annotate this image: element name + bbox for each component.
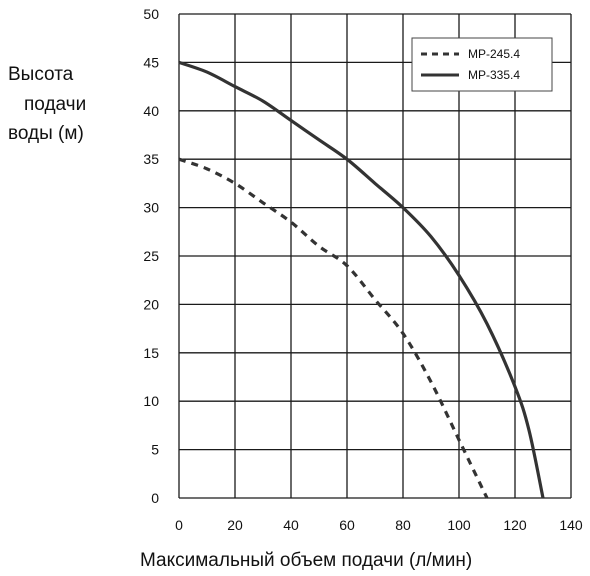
- x-tick-label: 80: [395, 517, 411, 533]
- y-tick-label: 30: [143, 200, 159, 216]
- x-tick-label: 140: [559, 517, 583, 533]
- x-tick-label: 100: [447, 517, 471, 533]
- grid: [178, 13, 572, 499]
- x-tick-label: 0: [175, 517, 183, 533]
- y-tick-label: 35: [143, 151, 159, 167]
- series-line-mp-335-4: [178, 60, 545, 499]
- x-tick-label: 40: [283, 517, 299, 533]
- series-layer: [178, 60, 545, 499]
- series-line-mp-245-4: [178, 157, 489, 499]
- y-tick-label: 45: [143, 54, 159, 70]
- y-tick-label: 25: [143, 248, 159, 264]
- y-tick-label: 10: [143, 393, 159, 409]
- x-tick-label: 60: [339, 517, 355, 533]
- y-axis-label: Высота подачи воды (м): [8, 64, 86, 144]
- y-axis-label-line: Высота: [8, 64, 74, 85]
- legend-box: [411, 37, 553, 92]
- x-axis-label: Максимальный объем подачи (л/мин): [140, 550, 472, 571]
- legend: MP-245.4 MP-335.4: [411, 37, 553, 92]
- y-tick-label: 15: [143, 345, 159, 361]
- y-tick-label: 50: [143, 6, 159, 22]
- y-axis-label-line: воды (м): [8, 123, 84, 144]
- legend-label-mp-245-4: MP-245.4: [468, 47, 520, 61]
- y-tick-label: 20: [143, 296, 159, 312]
- x-tick-label: 20: [227, 517, 243, 533]
- y-tick-label: 40: [143, 103, 159, 119]
- legend-label-mp-335-4: MP-335.4: [468, 68, 520, 82]
- y-axis-label-line: подачи: [24, 94, 86, 115]
- x-tick-label: 120: [503, 517, 527, 533]
- y-tick-label: 0: [151, 490, 159, 506]
- y-tick-label: 5: [151, 442, 159, 458]
- tick-labels: 0 20 40 60 80 100 120 140 0 5 10 15 20 25 30 35 40 45 50: [143, 6, 582, 533]
